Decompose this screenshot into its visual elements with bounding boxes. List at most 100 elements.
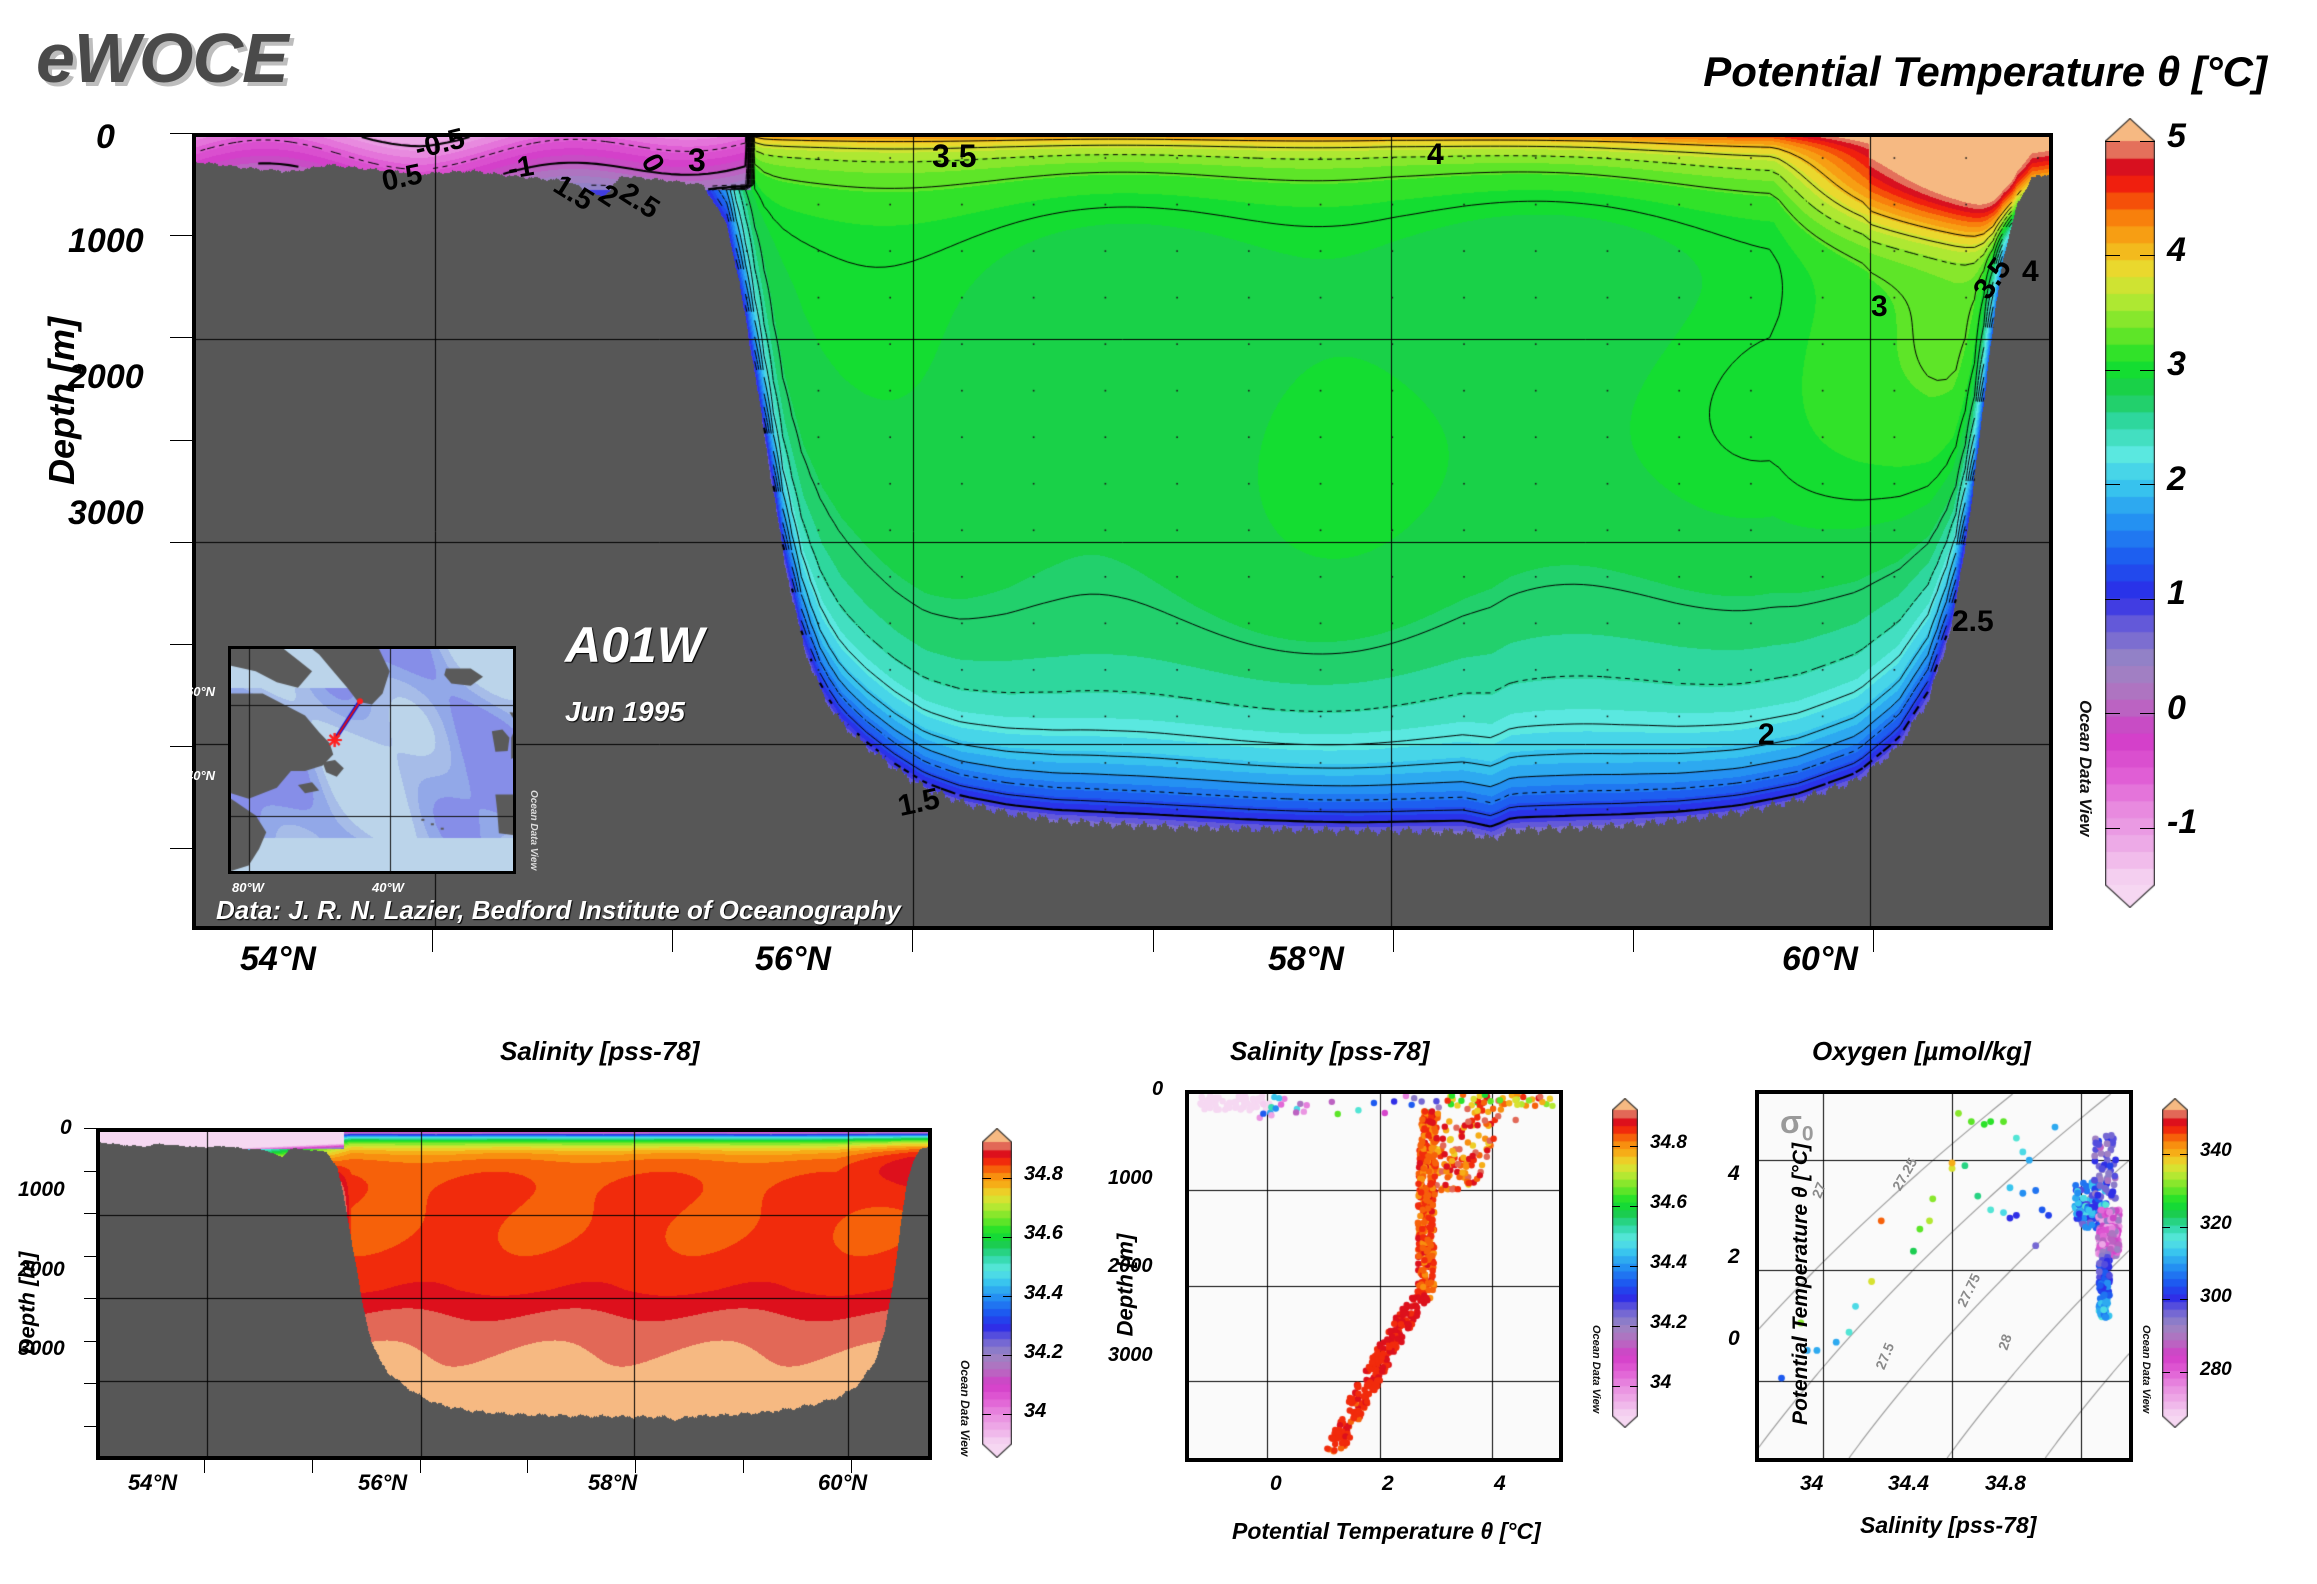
sal-cbar-tick [982, 1177, 991, 1179]
main-ylabel: Depth [m] [40, 317, 82, 485]
main-xtick-mark [1392, 930, 1394, 952]
sal-xtick-mark [635, 1460, 637, 1473]
sal-cbar-tick [1003, 1177, 1012, 1179]
main-temp-cbar-label: -1 [2167, 803, 2198, 842]
contour-label-3-right: 3 [1871, 290, 1888, 323]
sal-ylabel: Depth [m] [14, 1251, 40, 1355]
data-credit: Data: J. R. N. Lazier, Bedford Institute… [216, 895, 901, 925]
sal-ytick-0: 0 [60, 1116, 72, 1139]
main-xtick-54N: 54°N [240, 940, 316, 978]
sal-ytick-mark [84, 1383, 96, 1385]
inset-lon-80W: 80°W [232, 880, 264, 895]
ts-oxy-cbar-tick [2162, 1372, 2170, 1374]
main-ytick-2000: 2000 [68, 358, 144, 396]
ts-oxy-cbar-label: 280 [2200, 1358, 2232, 1380]
ts-ytick-2: 2 [1728, 1245, 1740, 1268]
ts-odv-watermark: Ocean Data View [2140, 1325, 2152, 1414]
main-temp-cbar-tick [2140, 255, 2155, 257]
inset-lon-40W: 40°W [372, 880, 404, 895]
inset-lat-60N: 60°N [186, 684, 216, 699]
inset-odv-watermark: Ocean Data View [528, 790, 539, 871]
contour-label-4-right: 4 [2022, 255, 2039, 288]
sal-cbar-label: 34.2 [1024, 1340, 1063, 1363]
main-xtick-mark [432, 930, 434, 952]
prof-ytick-2000: 2000 [1108, 1255, 1153, 1277]
sal-cbar-tick [1003, 1414, 1012, 1416]
main-temp-cbar-tick [2140, 484, 2155, 486]
main-temp-cbar-tick [2105, 141, 2120, 142]
ewoce-logo: eWOCE [36, 19, 289, 97]
ts-oxy-cbar-tick [2162, 1299, 2170, 1301]
ts-oxy-cbar-tick [2162, 1153, 2170, 1155]
main-temp-cbar-label: 3 [2167, 345, 2186, 384]
station-location-inset-map [228, 646, 516, 874]
sal-ytick-mark [84, 1340, 96, 1342]
temperature-depth-scatter-plot [1185, 1090, 1563, 1462]
prof-cbar-tick [1612, 1146, 1620, 1147]
main-temp-cbar-label: 1 [2167, 574, 2186, 613]
sal-cbar-label: 34 [1024, 1399, 1047, 1422]
prof-xtick-2: 2 [1382, 1472, 1394, 1495]
main-ytick-mark [170, 439, 192, 441]
sigma-subscript: 0 [1801, 1122, 1814, 1146]
main-ytick-mark [170, 337, 192, 339]
main-temp-cbar-tick [2105, 369, 2120, 371]
sal-cbar-label: 34.4 [1024, 1281, 1063, 1304]
prof-cbar-label: 34 [1650, 1372, 1672, 1394]
sal-ytick-1000: 1000 [18, 1178, 65, 1201]
sal-cbar-tick [1003, 1355, 1012, 1357]
main-temp-cbar-tick [2105, 713, 2120, 715]
sal-cbar-tick [982, 1295, 991, 1297]
contour-label-neg1: -1 [505, 150, 537, 187]
main-temp-cbar-tick [2140, 713, 2155, 715]
main-xtick-mark [1152, 930, 1154, 952]
ts-ytick-0: 0 [1728, 1327, 1740, 1350]
prof-cbar-tick [1612, 1206, 1620, 1207]
prof-ytick-3000: 3000 [1108, 1344, 1153, 1366]
prof-cbar-tick [1612, 1386, 1620, 1387]
inset-lat-40N: 40°N [186, 768, 216, 783]
main-xtick-mark [672, 930, 674, 952]
sal-ytick-mark [84, 1213, 96, 1215]
main-xtick-mark [912, 930, 914, 952]
contour-label-3-left: 3 [688, 142, 706, 178]
sal-ytick-mark [84, 1298, 96, 1300]
ts-oxy-cbar-tick [2162, 1226, 2170, 1228]
main-temp-cbar-tick [2105, 598, 2120, 600]
main-ytick-mark [170, 848, 192, 850]
main-temp-cbar-label: 0 [2167, 688, 2186, 727]
prof-cbar-label: 34.8 [1650, 1132, 1687, 1154]
main-ytick-mark [170, 235, 192, 237]
temperature-salinity-diagram-plot [1755, 1090, 2133, 1462]
ts-oxy-cbar-label: 320 [2200, 1212, 2232, 1234]
sal-cbar-tick [982, 1414, 991, 1416]
prof-cbar-label: 34.6 [1650, 1192, 1687, 1214]
contour-label-35-top: 3.5 [932, 138, 977, 174]
main-temp-cbar-tick [2140, 598, 2155, 600]
sal-xtick-mark [311, 1460, 313, 1473]
sal-cbar-label: 34.8 [1024, 1163, 1063, 1186]
ts-ytick-4: 4 [1728, 1162, 1740, 1185]
sal-cbar-label: 34.6 [1024, 1222, 1063, 1245]
main-ytick-mark [170, 541, 192, 543]
main-temp-cbar-tick [2105, 484, 2120, 486]
prof-xtick-4: 4 [1494, 1472, 1506, 1495]
prof-cbar-tick [1630, 1206, 1638, 1207]
ts-oxy-cbar-label: 340 [2200, 1140, 2232, 1162]
prof-odv-watermark: Ocean Data View [1590, 1325, 1602, 1414]
main-temp-cbar-tick [2105, 255, 2120, 257]
main-section-title: Potential Temperature θ [°C] [1703, 48, 2267, 95]
sigma0-annotation: σ0 [1780, 1104, 1814, 1146]
main-xtick-60N: 60°N [1782, 940, 1858, 978]
prof-cbar-label: 34.4 [1650, 1252, 1687, 1274]
sal-xtick-58N: 58°N [588, 1470, 638, 1495]
prof-ylabel: Depth [m] [1112, 1233, 1138, 1337]
profile-scatter-title: Salinity [pss-78] [1230, 1036, 1430, 1066]
cruise-label: A01W [565, 617, 704, 673]
salinity-section-colorbar [982, 1128, 1012, 1458]
main-xtick-mark [1632, 930, 1634, 952]
sal-xtick-54N: 54°N [128, 1470, 178, 1495]
profile-scatter-colorbar [1612, 1098, 1638, 1428]
prof-cbar-label: 34.2 [1650, 1312, 1687, 1334]
prof-cbar-tick [1630, 1146, 1638, 1147]
